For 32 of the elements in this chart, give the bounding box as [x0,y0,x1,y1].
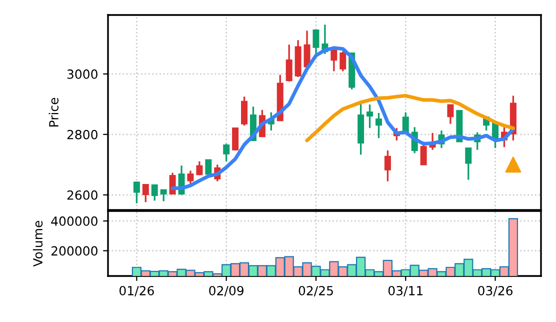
candlestick [366,104,374,129]
candlestick [304,30,310,69]
x-tick-label: 03/26 [478,286,513,296]
x-tick-label: 01/26 [120,286,154,296]
line-series [305,94,516,142]
candlestick [465,147,472,181]
y-axis-title: Volume [32,220,43,267]
x-tick-label: 03/11 [388,286,422,296]
candlestick [286,44,292,82]
candlestick [375,112,382,139]
x-tick-label: 02/25 [298,286,333,296]
candlestick [205,159,212,175]
y-tick-label: 400000 [51,216,98,226]
candlestick [223,142,230,162]
y-tick-label: 200000 [51,246,98,256]
candlestick [241,96,248,126]
candlestick [142,183,149,203]
candlestick [340,50,346,72]
candlestick [133,180,140,204]
y-tick-label: 2600 [67,190,98,200]
candlestick [196,160,203,176]
y-tick-label: 2800 [67,130,98,140]
y-tick-label: 3000 [67,69,98,79]
candlestick [151,184,158,202]
x-tick-label: 02/09 [209,286,244,296]
candlestick [160,188,167,202]
y-axis-title: Price [48,98,58,127]
candlestick [232,127,239,152]
candlestick [384,150,391,182]
candlestick [187,170,194,185]
candlestick [447,104,454,125]
candlestick [420,140,427,166]
